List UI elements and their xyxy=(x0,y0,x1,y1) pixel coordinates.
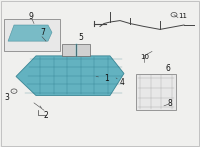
Text: 3: 3 xyxy=(4,91,14,102)
Text: 6: 6 xyxy=(166,64,171,73)
FancyBboxPatch shape xyxy=(136,74,176,110)
Text: 10: 10 xyxy=(140,54,149,60)
Polygon shape xyxy=(16,56,124,96)
Text: 1: 1 xyxy=(96,74,109,83)
Text: 7: 7 xyxy=(40,28,45,37)
FancyBboxPatch shape xyxy=(62,44,90,56)
Polygon shape xyxy=(8,25,52,41)
Text: 2: 2 xyxy=(40,106,49,120)
Text: 4: 4 xyxy=(116,78,125,87)
Text: 8: 8 xyxy=(168,99,173,108)
Text: 9: 9 xyxy=(28,12,33,21)
Text: 5: 5 xyxy=(78,33,83,42)
Text: 11: 11 xyxy=(178,13,187,19)
FancyBboxPatch shape xyxy=(4,19,60,51)
